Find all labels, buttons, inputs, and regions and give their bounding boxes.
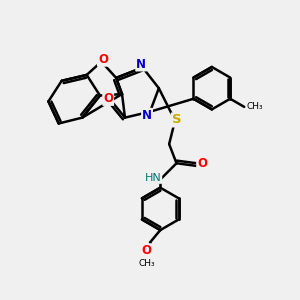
- Text: O: O: [98, 53, 108, 66]
- Text: O: O: [103, 92, 113, 105]
- Text: CH₃: CH₃: [247, 102, 263, 111]
- Text: N: N: [142, 109, 152, 122]
- Text: O: O: [142, 244, 152, 257]
- Text: O: O: [197, 157, 207, 170]
- Text: N: N: [136, 58, 146, 70]
- Text: S: S: [172, 113, 181, 127]
- Text: HN: HN: [145, 173, 161, 183]
- Text: CH₃: CH₃: [138, 259, 155, 268]
